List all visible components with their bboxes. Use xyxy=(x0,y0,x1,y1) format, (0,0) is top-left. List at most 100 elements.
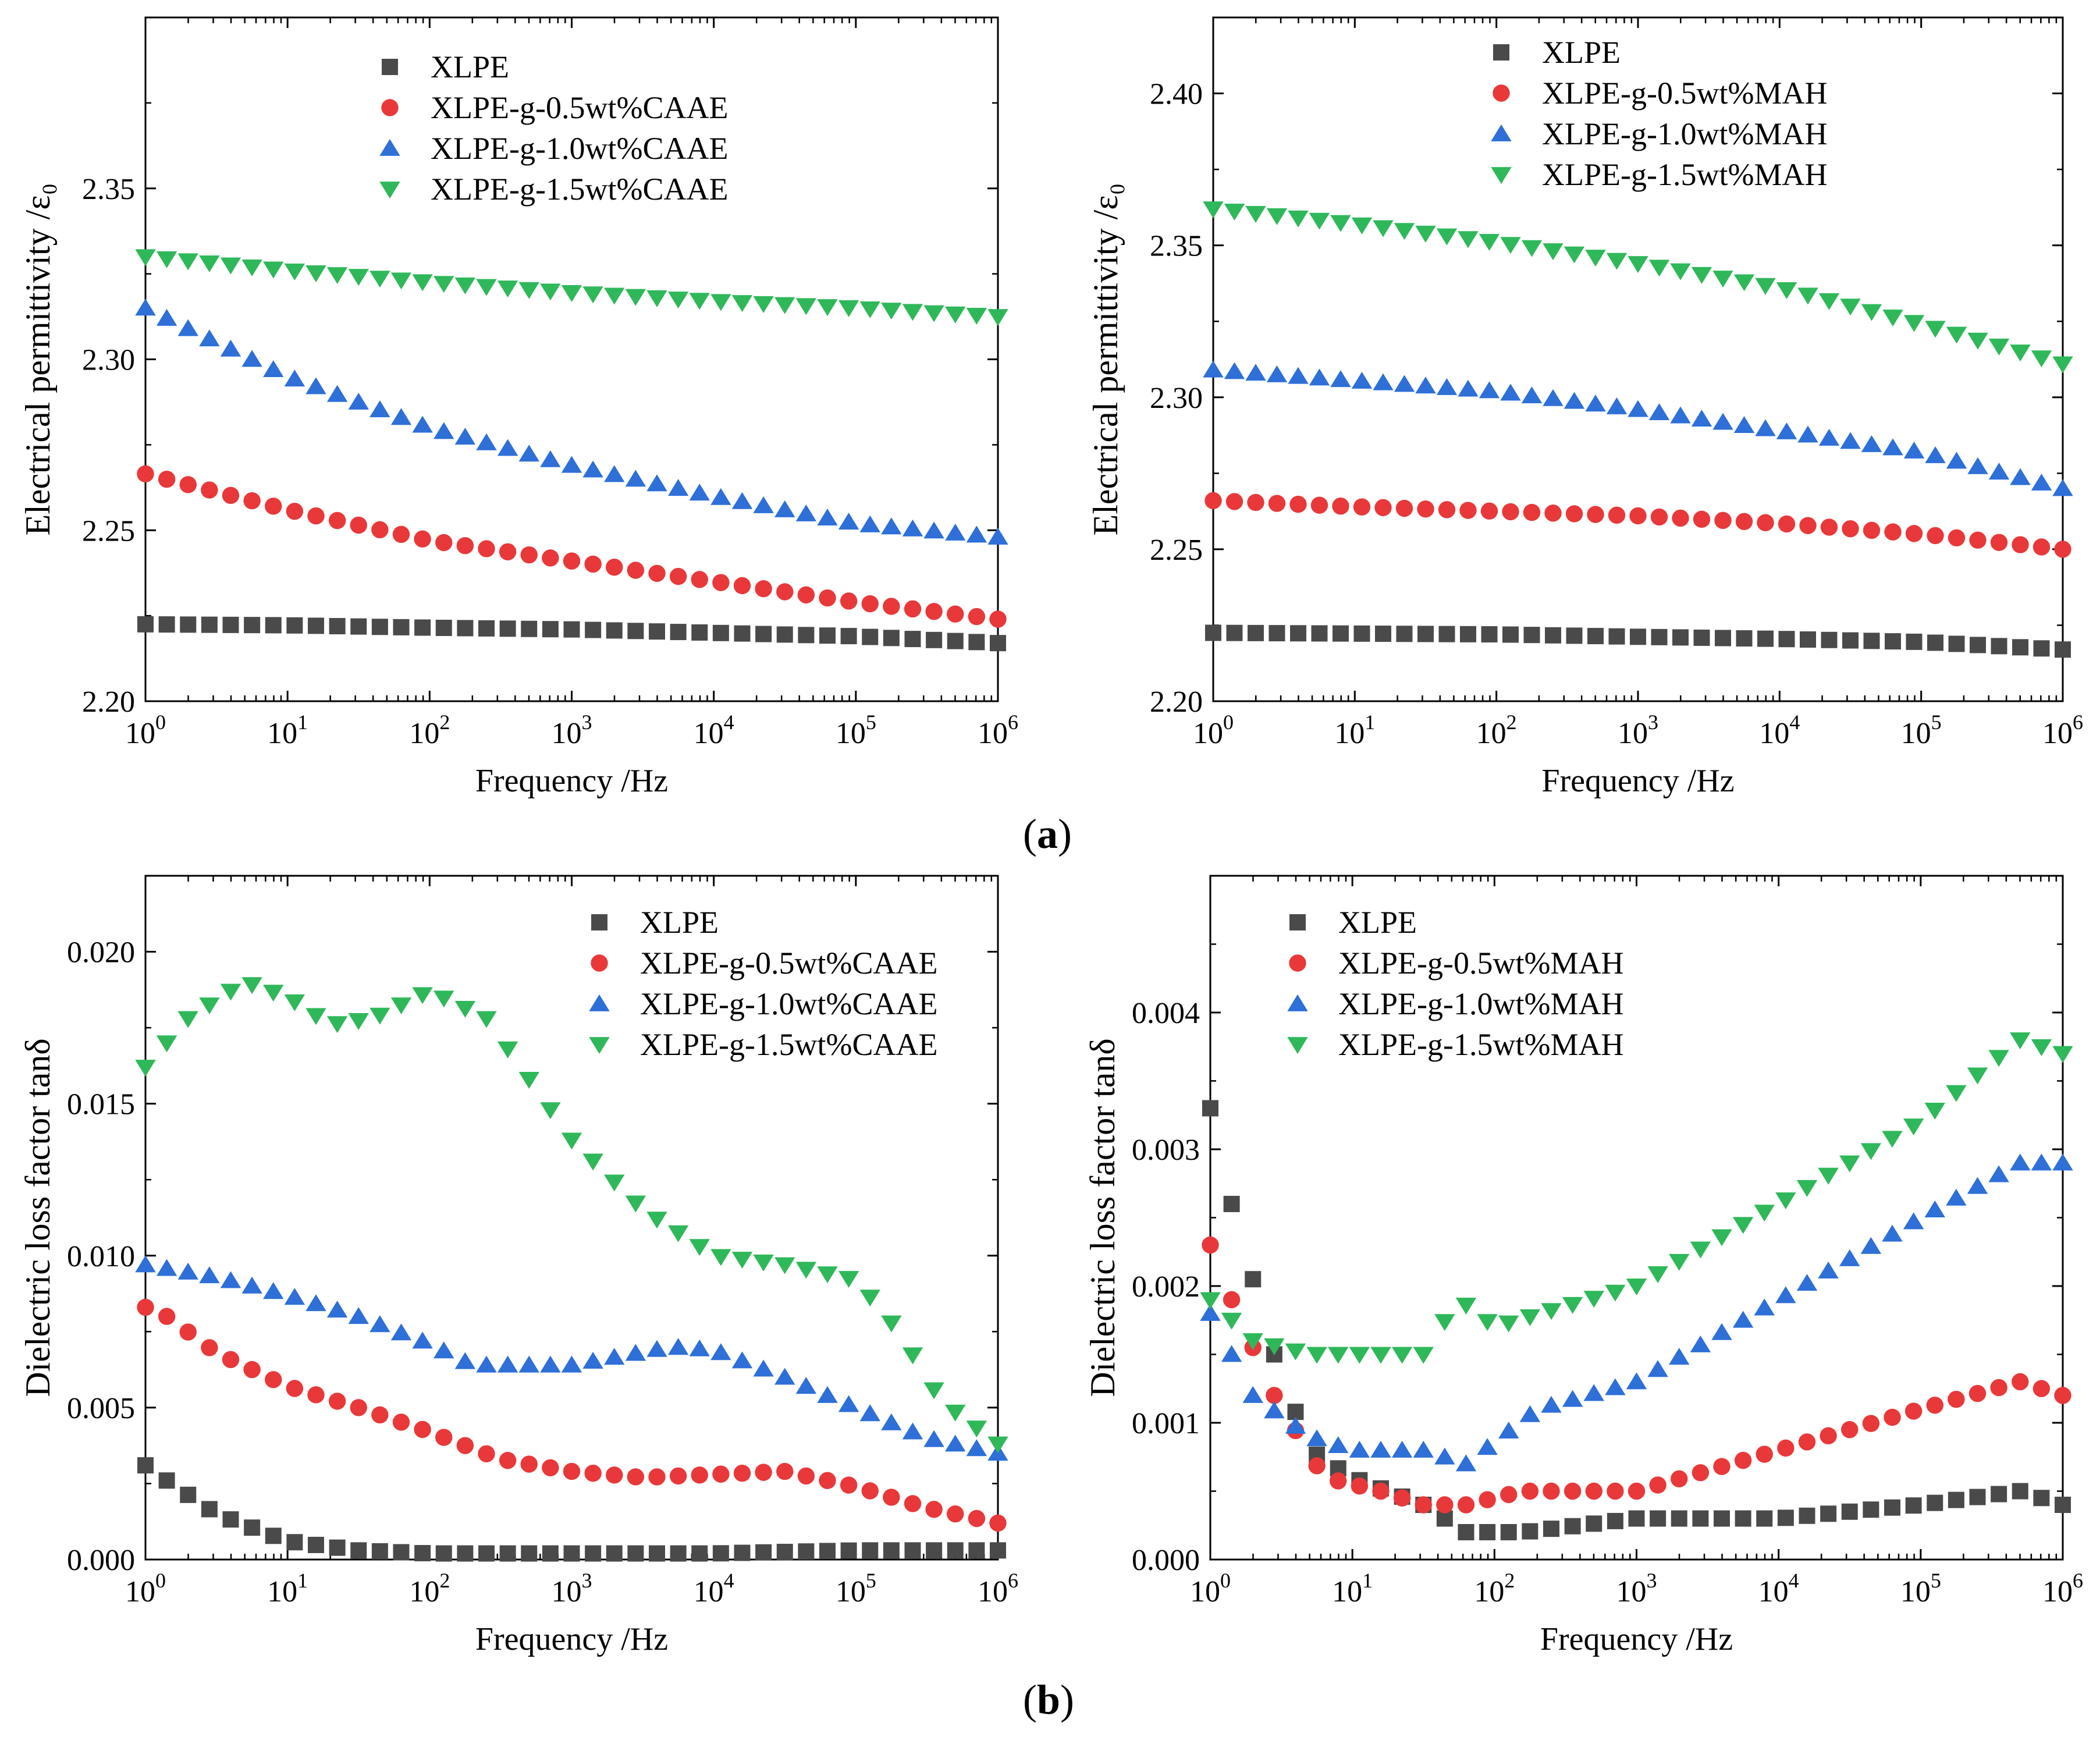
data-point xyxy=(497,439,518,456)
x-tick-label: 102 xyxy=(409,1569,450,1608)
data-point xyxy=(987,527,1008,545)
data-point xyxy=(286,1380,304,1397)
data-point xyxy=(923,305,944,322)
data-point xyxy=(371,1406,389,1424)
y-tick-label: 0.000 xyxy=(1132,1544,1200,1577)
data-point xyxy=(883,598,900,615)
data-point xyxy=(326,1301,348,1318)
data-point xyxy=(990,1542,1006,1559)
data-point xyxy=(1436,228,1458,246)
data-point xyxy=(1543,389,1564,406)
data-point xyxy=(1672,509,1689,527)
data-point xyxy=(1628,256,1648,274)
x-tick-label: 103 xyxy=(1618,711,1658,750)
data-point xyxy=(1306,1347,1327,1364)
data-point xyxy=(859,1404,880,1422)
data-point xyxy=(2031,473,2052,491)
x-tick-label: 105 xyxy=(836,711,876,750)
data-point xyxy=(798,1543,815,1560)
data-point xyxy=(753,296,774,313)
panel-b-label: (b) xyxy=(1023,1676,1074,1724)
data-point xyxy=(1756,1510,1773,1527)
data-point xyxy=(625,470,646,487)
data-point xyxy=(987,1436,1008,1454)
data-point xyxy=(1885,633,1901,650)
legend-marker xyxy=(1287,1037,1308,1054)
x-tick-exponent: 0 xyxy=(155,711,166,734)
data-point xyxy=(1967,457,1988,474)
data-point xyxy=(326,267,348,285)
y-tick-label: 0.015 xyxy=(67,1088,135,1121)
data-point xyxy=(819,627,836,644)
data-point xyxy=(180,616,197,633)
data-point xyxy=(1204,492,1222,510)
data-point xyxy=(776,583,794,601)
data-point xyxy=(350,1399,367,1416)
data-point xyxy=(1669,1348,1690,1365)
data-point xyxy=(1480,502,1498,520)
data-point xyxy=(1799,1507,1815,1524)
x-tick-exponent: 6 xyxy=(1008,1569,1018,1592)
legend-marker xyxy=(591,954,608,972)
data-point xyxy=(1755,419,1776,436)
data-point xyxy=(1884,1408,1901,1426)
legend: XLPE XLPE-g-0.5wt%MAH XLPE-g-1.0wt%MAH XLPE… xyxy=(1491,35,1827,192)
data-point xyxy=(1223,1196,1240,1212)
data-point xyxy=(1203,201,1224,219)
data-point xyxy=(1438,501,1456,518)
data-point xyxy=(731,1351,753,1369)
data-point xyxy=(220,1271,241,1288)
x-tick-exponent: 4 xyxy=(1789,711,1800,734)
series-1 xyxy=(137,465,1007,628)
data-point xyxy=(1223,1291,1241,1309)
data-point xyxy=(691,1545,708,1562)
data-point xyxy=(819,1543,836,1560)
panel-b-letter: b xyxy=(1036,1676,1061,1723)
data-point xyxy=(1285,1343,1306,1361)
data-point xyxy=(966,525,987,543)
data-point xyxy=(883,1542,900,1559)
data-point xyxy=(518,445,539,462)
data-point xyxy=(1692,1510,1709,1527)
data-point xyxy=(1693,629,1710,646)
x-tick-label: 105 xyxy=(836,1569,876,1608)
data-point xyxy=(454,277,476,294)
data-point xyxy=(1477,1314,1498,1331)
data-point xyxy=(222,1511,239,1528)
data-point xyxy=(1946,1188,1967,1206)
data-point xyxy=(369,400,390,418)
data-point xyxy=(1757,630,1774,647)
y-tick-label: 2.20 xyxy=(1150,685,1203,719)
data-point xyxy=(2055,641,2071,658)
data-point xyxy=(390,1323,412,1341)
legend-entry: XLPE xyxy=(1338,905,1417,940)
data-point xyxy=(1948,635,1965,652)
data-point xyxy=(1735,1510,1751,1527)
data-point xyxy=(1841,1421,1859,1438)
data-point xyxy=(689,293,710,310)
data-point xyxy=(753,496,774,513)
data-point xyxy=(902,519,923,537)
data-point xyxy=(1458,231,1479,248)
data-point xyxy=(1840,432,1861,449)
data-point xyxy=(1756,1445,1773,1463)
data-point xyxy=(241,259,262,276)
data-point xyxy=(1946,452,1967,469)
data-point xyxy=(286,502,304,520)
data-point xyxy=(326,1016,348,1033)
x-tick-exponent: 5 xyxy=(1931,711,1942,734)
data-point xyxy=(1521,386,1543,404)
data-point xyxy=(1585,1482,1602,1500)
data-point xyxy=(838,1395,859,1412)
data-point xyxy=(1289,495,1307,513)
data-point xyxy=(1906,633,1923,650)
data-point xyxy=(435,1429,453,1446)
data-point xyxy=(582,1153,603,1171)
data-point xyxy=(2031,350,2052,368)
data-point xyxy=(712,1465,730,1483)
data-point xyxy=(1755,278,1776,295)
data-point xyxy=(1200,1303,1221,1321)
data-point xyxy=(1225,493,1243,510)
data-point xyxy=(1714,1510,1730,1527)
